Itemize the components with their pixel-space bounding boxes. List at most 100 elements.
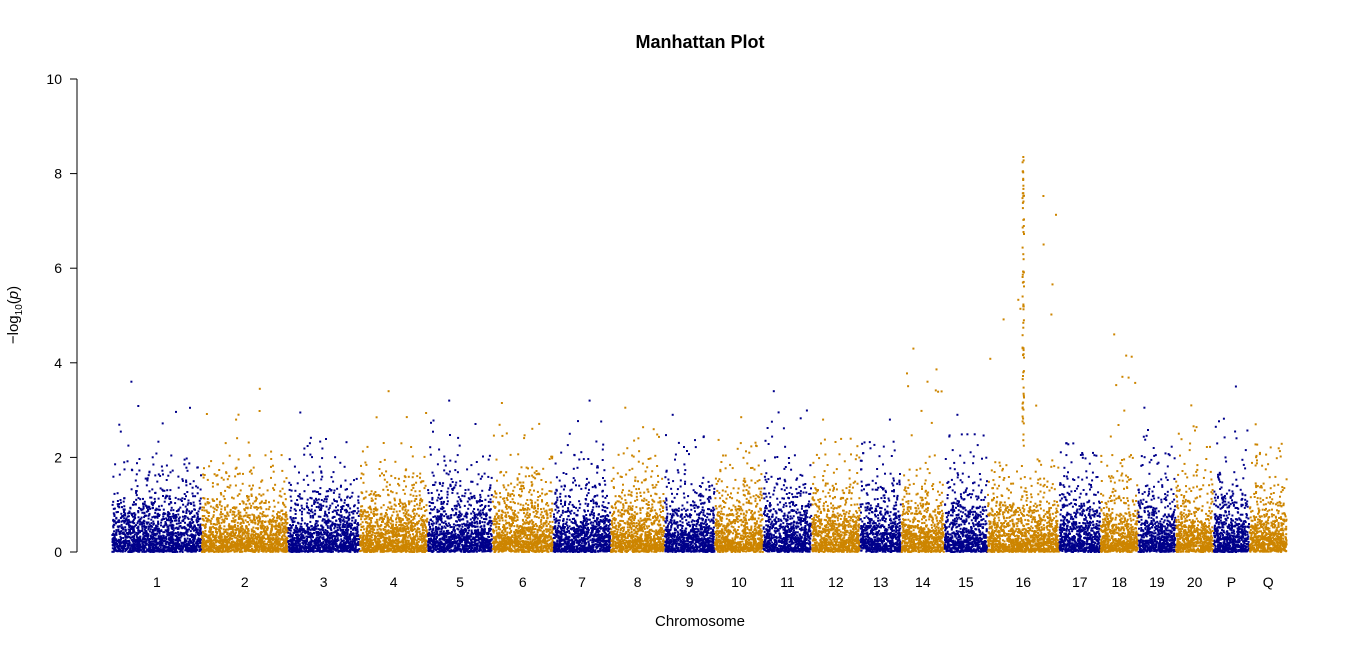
- snp-point: [127, 522, 129, 524]
- snp-point: [205, 549, 207, 551]
- snp-point: [170, 524, 172, 526]
- snp-point: [192, 495, 194, 497]
- snp-point: [170, 502, 172, 504]
- snp-point: [224, 509, 226, 511]
- snp-point: [356, 532, 358, 534]
- snp-point: [326, 532, 328, 534]
- snp-point: [148, 474, 150, 476]
- snp-point: [167, 528, 169, 530]
- snp-point: [217, 547, 219, 549]
- snp-point: [242, 532, 244, 534]
- snp-point: [238, 518, 240, 520]
- snp-point: [158, 515, 160, 517]
- snp-point: [394, 499, 396, 501]
- snp-point: [192, 516, 194, 518]
- snp-point: [158, 505, 160, 507]
- snp-point: [277, 541, 279, 543]
- snp-point: [119, 533, 121, 535]
- snp-point: [280, 496, 282, 498]
- snp-point: [223, 495, 225, 497]
- snp-point: [208, 465, 210, 467]
- y-tick-label: 8: [54, 166, 62, 182]
- snp-point: [200, 474, 202, 476]
- snp-point: [371, 500, 373, 502]
- snp-point: [139, 458, 141, 460]
- snp-point: [145, 531, 147, 533]
- snp-point: [354, 522, 356, 524]
- snp-point: [290, 484, 292, 486]
- snp-point: [330, 533, 332, 535]
- snp-point: [247, 531, 249, 533]
- snp-point: [415, 498, 417, 500]
- snp-point: [345, 545, 347, 547]
- snp-point: [113, 548, 115, 550]
- snp-point: [131, 469, 133, 471]
- snp-point: [295, 517, 297, 519]
- snp-point: [318, 544, 320, 546]
- snp-point: [193, 535, 195, 537]
- snp-point: [247, 500, 249, 502]
- snp-point: [177, 498, 179, 500]
- snp-point: [204, 525, 206, 527]
- snp-point: [149, 490, 151, 492]
- snp-point: [125, 548, 127, 550]
- snp-point: [360, 465, 362, 467]
- snp-point: [117, 550, 119, 552]
- snp-point: [334, 523, 336, 525]
- snp-point: [199, 550, 201, 552]
- snp-point: [190, 503, 192, 505]
- snp-point: [113, 530, 115, 532]
- snp-point: [282, 539, 284, 541]
- snp-point: [114, 536, 116, 538]
- snp-point: [311, 533, 313, 535]
- snp-point: [189, 539, 191, 541]
- snp-point: [136, 490, 138, 492]
- snp-point: [310, 541, 312, 543]
- snp-point: [281, 470, 283, 472]
- snp-point: [381, 472, 383, 474]
- snp-point: [122, 541, 124, 543]
- snp-point: [235, 529, 237, 531]
- snp-point: [300, 539, 302, 541]
- snp-point: [153, 543, 155, 545]
- x-axis: 1 2 3 4 5 6 7 8 9 10 11 12 13 14 15 16 17 18 19 20 P Q: [153, 574, 1274, 590]
- snp-point: [414, 528, 416, 530]
- snp-point: [222, 533, 224, 535]
- snp-point: [204, 527, 206, 529]
- snp-point: [123, 510, 125, 512]
- snp-point: [179, 507, 181, 509]
- snp-point: [115, 534, 117, 536]
- snp-point: [189, 407, 191, 409]
- snp-point: [355, 520, 357, 522]
- snp-point: [280, 543, 282, 545]
- snp-point: [267, 541, 269, 543]
- snp-point: [231, 547, 233, 549]
- snp-point: [113, 521, 115, 523]
- snp-point: [334, 538, 336, 540]
- snp-point: [160, 539, 162, 541]
- snp-point: [207, 498, 209, 500]
- snp-point: [335, 506, 337, 508]
- snp-point: [174, 520, 176, 522]
- snp-point: [297, 537, 299, 539]
- snp-point: [307, 499, 309, 501]
- snp-point: [328, 550, 330, 552]
- snp-point: [317, 548, 319, 550]
- snp-point: [197, 533, 199, 535]
- snp-point: [319, 466, 321, 468]
- snp-point: [257, 523, 259, 525]
- snp-point: [328, 509, 330, 511]
- snp-point: [124, 545, 126, 547]
- snp-point: [258, 519, 260, 521]
- snp-point: [308, 542, 310, 544]
- snp-point: [240, 489, 242, 491]
- snp-point: [297, 522, 299, 524]
- snp-point: [313, 548, 315, 550]
- snp-point: [271, 525, 273, 527]
- snp-point: [186, 541, 188, 543]
- snp-point: [124, 534, 126, 536]
- snp-point: [285, 498, 287, 500]
- snp-point: [366, 518, 368, 520]
- snp-point: [184, 526, 186, 528]
- snp-point: [117, 511, 119, 513]
